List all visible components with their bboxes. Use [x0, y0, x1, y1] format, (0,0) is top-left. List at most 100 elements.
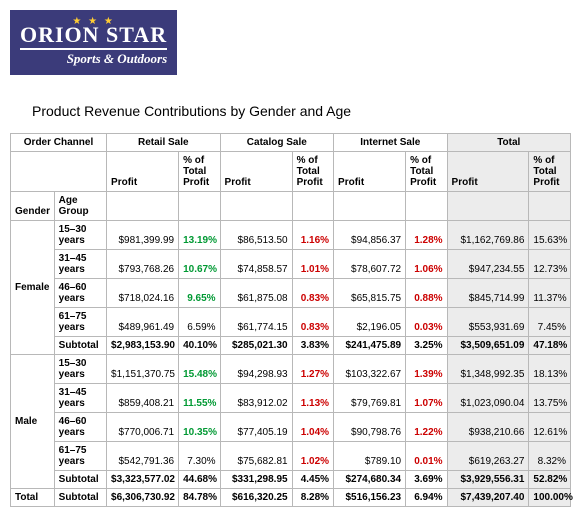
data-cell: $65,815.75: [334, 279, 406, 308]
data-cell: 12.73%: [529, 250, 571, 279]
grand-total-label: Total: [11, 489, 55, 507]
data-cell: 10.35%: [179, 413, 220, 442]
data-cell: $1,348,992.35: [447, 355, 529, 384]
col-retail: Retail Sale: [107, 134, 221, 152]
data-cell: $285,021.30: [220, 337, 292, 355]
data-cell: $78,607.72: [334, 250, 406, 279]
data-cell: $516,156.23: [334, 489, 406, 507]
data-cell: $616,320.25: [220, 489, 292, 507]
row-age-header: Age Group: [54, 192, 106, 221]
data-cell: 10.67%: [179, 250, 220, 279]
data-cell: 84.78%: [179, 489, 220, 507]
data-cell: $981,399.99: [107, 221, 179, 250]
age-label: 31–45 years: [54, 250, 106, 279]
data-cell: 1.39%: [406, 355, 447, 384]
data-cell: $789.10: [334, 442, 406, 471]
data-cell: $542,791.36: [107, 442, 179, 471]
subtotal-row: Subtotal$2,983,153.9040.10%$285,021.303.…: [11, 337, 571, 355]
data-cell: 15.48%: [179, 355, 220, 384]
table-row: 31–45 years$859,408.2111.55%$83,912.021.…: [11, 384, 571, 413]
data-cell: $274,680.34: [334, 471, 406, 489]
age-label: 46–60 years: [54, 413, 106, 442]
data-cell: 18.13%: [529, 355, 571, 384]
data-cell: $489,961.49: [107, 308, 179, 337]
data-cell: 1.22%: [406, 413, 447, 442]
grand-total-row: TotalSubtotal$6,306,730.9284.78%$616,320…: [11, 489, 571, 507]
data-cell: $3,509,651.09: [447, 337, 529, 355]
data-cell: 1.16%: [292, 221, 333, 250]
data-cell: 13.75%: [529, 384, 571, 413]
data-cell: 8.28%: [292, 489, 333, 507]
data-cell: $74,858.57: [220, 250, 292, 279]
data-cell: 3.69%: [406, 471, 447, 489]
data-cell: 0.83%: [292, 279, 333, 308]
sub-pct: % of Total Profit: [179, 152, 220, 192]
data-cell: 0.83%: [292, 308, 333, 337]
table-row: 61–75 years$542,791.367.30%$75,682.811.0…: [11, 442, 571, 471]
revenue-table: Order Channel Retail Sale Catalog Sale I…: [10, 133, 571, 507]
report-title: Product Revenue Contributions by Gender …: [32, 103, 571, 119]
data-cell: $7,439,207.40: [447, 489, 529, 507]
subtotal-label: Subtotal: [54, 471, 106, 489]
data-cell: $947,234.55: [447, 250, 529, 279]
data-cell: $553,931.69: [447, 308, 529, 337]
age-label: 61–75 years: [54, 308, 106, 337]
data-cell: 0.01%: [406, 442, 447, 471]
col-total: Total: [447, 134, 570, 152]
data-cell: $61,774.15: [220, 308, 292, 337]
data-cell: 9.65%: [179, 279, 220, 308]
data-cell: $79,769.81: [334, 384, 406, 413]
data-cell: 11.37%: [529, 279, 571, 308]
data-cell: 1.06%: [406, 250, 447, 279]
data-cell: 12.61%: [529, 413, 571, 442]
data-cell: $845,714.99: [447, 279, 529, 308]
data-cell: 11.55%: [179, 384, 220, 413]
data-cell: $75,682.81: [220, 442, 292, 471]
col-catalog: Catalog Sale: [220, 134, 334, 152]
brand-name: ORION STAR: [20, 24, 167, 46]
brand-logo: ★ ★ ★ ORION STAR Sports & Outdoors: [10, 10, 177, 75]
data-cell: $86,513.50: [220, 221, 292, 250]
subtotal-row: Subtotal$3,323,577.0244.68%$331,298.954.…: [11, 471, 571, 489]
table-row: 46–60 years$770,006.7110.35%$77,405.191.…: [11, 413, 571, 442]
data-cell: 40.10%: [179, 337, 220, 355]
data-cell: $1,151,370.75: [107, 355, 179, 384]
col-internet: Internet Sale: [334, 134, 448, 152]
data-cell: 0.88%: [406, 279, 447, 308]
data-cell: 0.03%: [406, 308, 447, 337]
age-label: 46–60 years: [54, 279, 106, 308]
data-cell: $241,475.89: [334, 337, 406, 355]
data-cell: $61,875.08: [220, 279, 292, 308]
data-cell: 6.94%: [406, 489, 447, 507]
data-cell: 44.68%: [179, 471, 220, 489]
data-cell: $938,210.66: [447, 413, 529, 442]
data-cell: $793,768.26: [107, 250, 179, 279]
data-cell: 7.45%: [529, 308, 571, 337]
data-cell: 1.02%: [292, 442, 333, 471]
data-cell: 8.32%: [529, 442, 571, 471]
data-cell: 1.01%: [292, 250, 333, 279]
gender-label: Female: [11, 221, 55, 355]
data-cell: 13.19%: [179, 221, 220, 250]
data-cell: $6,306,730.92: [107, 489, 179, 507]
data-cell: 1.28%: [406, 221, 447, 250]
data-cell: $1,023,090.04: [447, 384, 529, 413]
brand-tagline: Sports & Outdoors: [20, 48, 167, 67]
data-cell: $94,856.37: [334, 221, 406, 250]
data-cell: 3.25%: [406, 337, 447, 355]
table-row: 46–60 years$718,024.169.65%$61,875.080.8…: [11, 279, 571, 308]
data-cell: 52.82%: [529, 471, 571, 489]
data-cell: $2,983,153.90: [107, 337, 179, 355]
data-cell: $1,162,769.86: [447, 221, 529, 250]
data-cell: $331,298.95: [220, 471, 292, 489]
data-cell: $94,298.93: [220, 355, 292, 384]
data-cell: $3,323,577.02: [107, 471, 179, 489]
data-cell: 7.30%: [179, 442, 220, 471]
data-cell: $619,263.27: [447, 442, 529, 471]
data-cell: $859,408.21: [107, 384, 179, 413]
data-cell: $77,405.19: [220, 413, 292, 442]
data-cell: 1.07%: [406, 384, 447, 413]
table-row: 61–75 years$489,961.496.59%$61,774.150.8…: [11, 308, 571, 337]
data-cell: 1.13%: [292, 384, 333, 413]
data-cell: 47.18%: [529, 337, 571, 355]
